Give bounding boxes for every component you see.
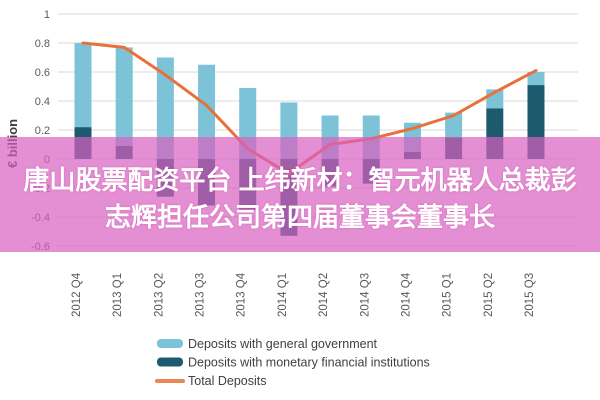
- legend-swatch: [157, 339, 183, 348]
- y-tick-label: 0.4: [35, 96, 50, 108]
- headline-line-1: 唐山股票配资平台 上纬新材：智元机器人总裁彭: [23, 165, 577, 195]
- bar-segment-general-government: [198, 64, 216, 159]
- x-tick-label: 2013 Q4: [236, 272, 248, 317]
- x-tick-label: 2013 Q1: [112, 273, 124, 317]
- x-tick-label: 2014 Q3: [359, 273, 371, 317]
- y-tick-label: 0.8: [35, 38, 50, 50]
- x-tick-label: 2015 Q3: [524, 273, 536, 317]
- x-tick-label: 2013 Q3: [195, 273, 207, 317]
- legend-label: Deposits with monetary financial institu…: [188, 356, 430, 370]
- x-tick-label: 2014 Q2: [318, 273, 330, 317]
- x-tick-label: 2013 Q2: [153, 273, 165, 317]
- bar-segment-general-government: [445, 112, 463, 138]
- headline-banner-overlay: 唐山股票配资平台 上纬新材：智元机器人总裁彭 志辉担任公司第四届董事会董事长: [0, 137, 600, 252]
- legend-line-swatch: [155, 379, 185, 383]
- y-tick-label: 0.6: [35, 67, 50, 79]
- bar-segment-general-government: [115, 47, 133, 146]
- legend-label: Total Deposits: [188, 374, 267, 388]
- legend-label: Deposits with general government: [188, 337, 378, 351]
- bar-segment-general-government: [156, 57, 174, 159]
- y-tick-label: 1: [44, 9, 50, 21]
- x-tick-label: 2015 Q1: [442, 273, 454, 317]
- x-tick-label: 2015 Q2: [483, 273, 495, 317]
- y-tick-label: 0.2: [35, 125, 50, 137]
- x-tick-label: 2014 Q1: [277, 273, 289, 317]
- chart-legend: Deposits with general government Deposits…: [155, 337, 430, 388]
- legend-swatch: [157, 357, 183, 367]
- bar-segment-general-government: [74, 43, 92, 128]
- bar-segment-general-government: [527, 72, 545, 86]
- headline-line-2: 志辉担任公司第四届董事会董事长: [104, 202, 495, 232]
- x-tick-label: 2012 Q4: [71, 272, 83, 317]
- x-tick-label: 2014 Q4: [400, 272, 412, 317]
